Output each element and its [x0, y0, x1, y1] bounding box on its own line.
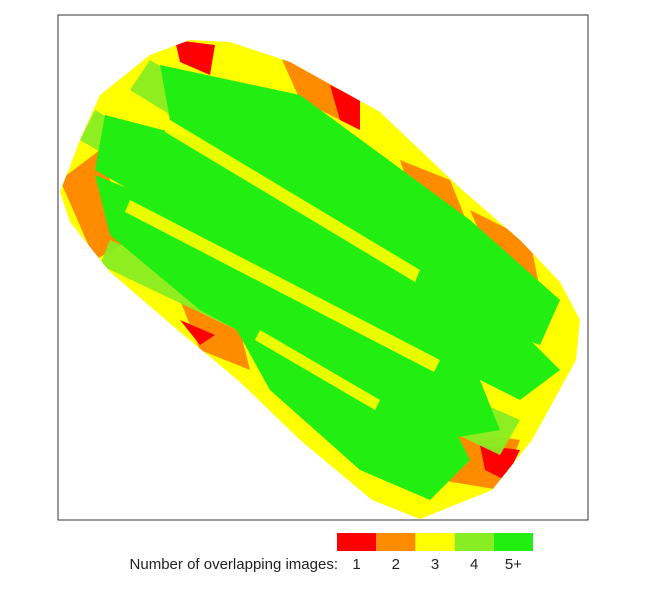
legend-label: 5+	[505, 556, 522, 573]
legend: 1 2 3 4 5+	[337, 533, 533, 573]
legend-label: 4	[470, 556, 478, 573]
legend-swatch	[415, 533, 455, 551]
legend-title: Number of overlapping images:	[130, 556, 338, 573]
legend-swatch	[493, 533, 533, 551]
legend-swatch	[376, 533, 416, 551]
legend-label: 1	[352, 556, 360, 573]
legend-label: 3	[431, 556, 439, 573]
legend-label: 2	[392, 556, 400, 573]
legend-swatch	[337, 533, 377, 551]
legend-swatch	[454, 533, 494, 551]
